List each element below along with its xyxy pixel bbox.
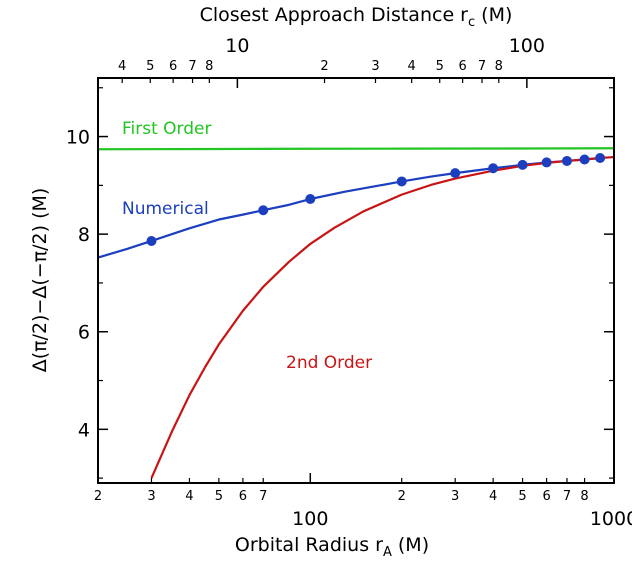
series-line-first-order [97, 147, 615, 151]
bottom-minor-tick-label-6: 2 [398, 489, 406, 504]
top-minor-tick-label-2: 6 [169, 59, 177, 74]
plot-frame [97, 77, 615, 484]
bottom-minor-tick-label-2: 4 [185, 489, 193, 504]
top-minor-tick-label-5: 2 [320, 59, 328, 74]
top-minor-tick-label-4: 8 [205, 59, 213, 74]
top-minor-tick-label-3: 7 [188, 59, 196, 74]
data-point [541, 157, 552, 168]
bottom-major-tick-label-0: 100 [292, 508, 328, 530]
bottom-axis-label-unit: (M) [392, 534, 429, 556]
top-minor-tick-label-7: 4 [408, 59, 416, 74]
annotation-first-order: First Order [122, 119, 212, 139]
bottom-minor-tick-label-1: 3 [147, 489, 155, 504]
bottom-axis-label-sub: A [383, 545, 392, 560]
y-tick-label-0: 4 [78, 419, 90, 441]
series-line-2nd-order [150, 155, 615, 479]
top-minor-tick-label-9: 6 [458, 59, 466, 74]
data-point [146, 235, 157, 246]
bottom-minor-tick-label-10: 6 [542, 489, 550, 504]
bottom-minor-tick-label-8: 4 [489, 489, 497, 504]
bottom-axis-label-main: Orbital Radius r [235, 534, 383, 556]
top-axis-label-main: Closest Approach Distance r [200, 4, 469, 26]
data-point [595, 153, 606, 164]
annotation-numerical: Numerical [122, 199, 209, 219]
curves-layer [97, 147, 615, 479]
bottom-minor-tick-label-0: 2 [94, 489, 102, 504]
top-axis-label: Closest Approach Distance rc (M) [200, 4, 513, 30]
y-tick-label-2: 8 [78, 224, 90, 246]
data-point [305, 194, 316, 205]
bottom-minor-tick-label-5: 7 [259, 489, 267, 504]
bottom-axis-label: Orbital Radius rA (M) [235, 534, 429, 560]
bottom-minor-tick-label-3: 5 [215, 489, 223, 504]
top-minor-tick-label-1: 5 [146, 59, 154, 74]
data-point [488, 163, 499, 174]
bottom-minor-tick-label-4: 6 [239, 489, 247, 504]
y-tick-label-3: 10 [66, 127, 90, 149]
top-minor-tick-label-10: 7 [478, 59, 486, 74]
top-axis-label-unit: (M) [475, 4, 512, 26]
top-axis-label-sub: c [468, 15, 475, 30]
data-point [450, 168, 461, 179]
data-point [258, 205, 269, 216]
y-tick-label-1: 6 [78, 322, 90, 344]
ticks-layer: 1001000234567234567810100456782345678468… [66, 35, 632, 530]
top-minor-tick-label-8: 5 [436, 59, 444, 74]
markers-layer [146, 153, 606, 246]
data-point [561, 155, 572, 166]
top-minor-tick-label-0: 4 [118, 59, 126, 74]
top-minor-tick-label-11: 8 [495, 59, 503, 74]
bottom-minor-tick-label-12: 8 [580, 489, 588, 504]
bottom-minor-tick-label-7: 3 [451, 489, 459, 504]
bottom-major-tick-label-1: 1000 [590, 508, 632, 530]
data-point [579, 154, 590, 165]
y-axis-label: Δ(π/2)−Δ(−π/2) (M) [29, 188, 51, 373]
annotation-2nd-order: 2nd Order [286, 353, 372, 373]
bottom-minor-tick-label-11: 7 [563, 489, 571, 504]
top-major-tick-label-1: 100 [509, 35, 545, 57]
data-point [517, 159, 528, 170]
top-minor-tick-label-6: 3 [371, 59, 379, 74]
data-point [396, 176, 407, 187]
bottom-minor-tick-label-9: 5 [518, 489, 526, 504]
top-major-tick-label-0: 10 [225, 35, 249, 57]
